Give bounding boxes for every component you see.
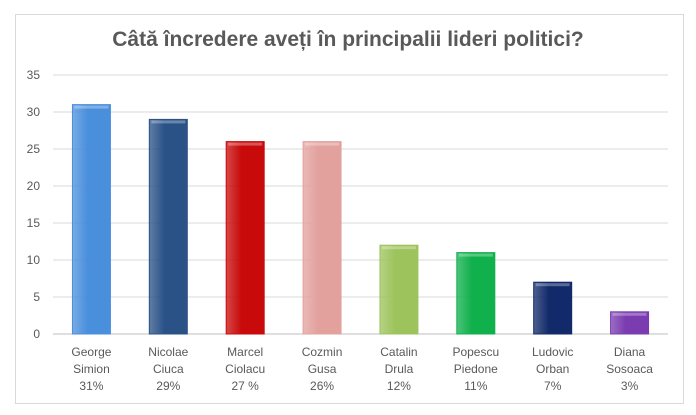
y-tick-label: 10 <box>27 253 41 267</box>
chart-title: Câtă încredere aveți în principalii lide… <box>112 28 584 51</box>
category-label: 29% <box>156 379 180 393</box>
category-label: Popescu <box>452 345 499 359</box>
category-label: George <box>71 345 111 359</box>
category-label: Piedone <box>454 362 498 376</box>
y-tick-label: 0 <box>33 327 40 341</box>
bar-bevel <box>74 105 109 109</box>
y-tick-label: 5 <box>33 290 40 304</box>
bar-bevel <box>305 142 340 146</box>
category-label: Ludovic <box>532 345 573 359</box>
category-label: 7% <box>544 379 562 393</box>
bar <box>71 104 111 335</box>
category-label: Nicolae <box>148 345 188 359</box>
bar-bevel <box>151 120 186 124</box>
category-label: Cozmin <box>302 345 343 359</box>
category-label: Catalin <box>380 345 417 359</box>
y-tick-label: 15 <box>27 216 41 230</box>
bar <box>610 311 650 335</box>
bar-bevel <box>458 253 493 257</box>
category-label: 3% <box>621 379 639 393</box>
y-tick-label: 20 <box>27 179 41 193</box>
category-label: Orban <box>536 362 569 376</box>
bar-bevel <box>535 283 570 287</box>
bar-bevel <box>228 142 263 146</box>
category-label: Sosoaca <box>606 362 653 376</box>
chart-frame <box>15 14 684 404</box>
bar <box>148 118 188 335</box>
bar <box>225 141 265 335</box>
category-label: Ciuca <box>153 362 184 376</box>
bar-bevel <box>381 246 416 250</box>
category-label: 27 % <box>232 379 260 393</box>
y-tick-label: 30 <box>27 105 41 119</box>
category-label: 31% <box>79 379 103 393</box>
category-label: Marcel <box>227 345 263 359</box>
category-label: Diana <box>614 345 646 359</box>
y-tick-label: 25 <box>27 142 41 156</box>
category-label: Ciolacu <box>225 362 265 376</box>
bar <box>456 252 496 335</box>
category-label: Drula <box>385 362 414 376</box>
bar <box>379 244 419 335</box>
category-label: 12% <box>387 379 411 393</box>
bar-bevel <box>612 312 647 316</box>
bar <box>302 141 342 335</box>
category-label: 26% <box>310 379 334 393</box>
y-tick-label: 35 <box>27 68 41 82</box>
category-label: Simion <box>73 362 110 376</box>
bar <box>533 281 573 335</box>
category-label: 11% <box>464 379 487 393</box>
category-label: Gusa <box>308 362 337 376</box>
